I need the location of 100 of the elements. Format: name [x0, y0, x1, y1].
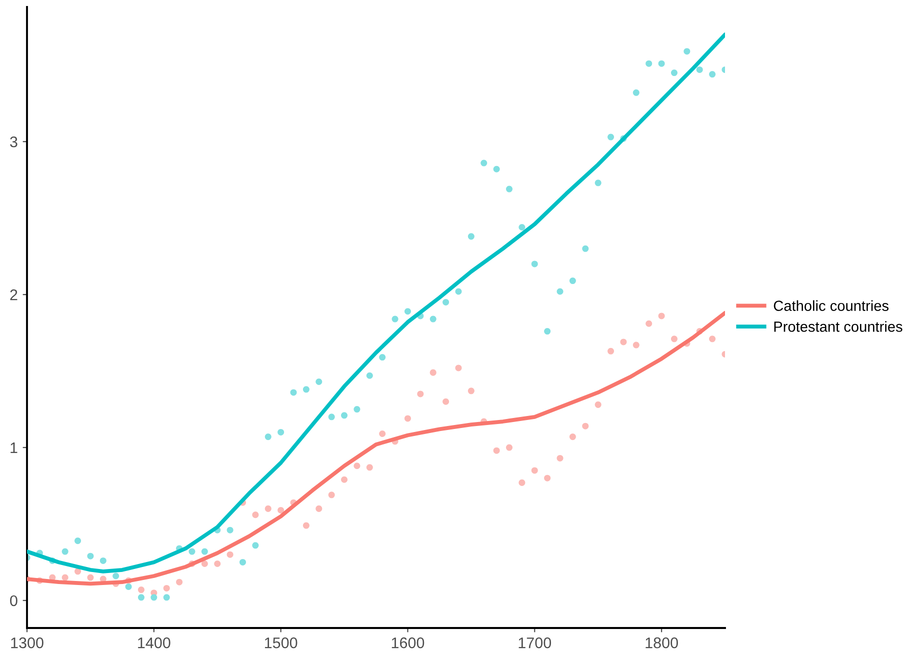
point	[417, 390, 424, 398]
point	[62, 574, 68, 581]
point	[569, 434, 576, 440]
point	[163, 594, 170, 601]
point	[366, 464, 373, 471]
line-series	[27, 310, 725, 586]
point	[74, 568, 82, 575]
point	[163, 584, 170, 592]
point	[264, 505, 272, 512]
point	[328, 414, 335, 420]
point	[138, 594, 144, 601]
point	[442, 298, 450, 306]
point	[468, 388, 474, 394]
point	[620, 338, 627, 346]
x-tick-label: 1400	[138, 637, 170, 648]
point	[341, 412, 348, 419]
point	[518, 224, 526, 231]
x-tick-label: 1500	[264, 637, 298, 648]
line-series	[27, 32, 725, 574]
point	[100, 557, 106, 564]
point	[582, 422, 589, 430]
legend-label: Protestant countries	[774, 321, 902, 332]
point	[506, 444, 513, 451]
point	[442, 398, 450, 405]
point	[74, 538, 82, 544]
point	[316, 378, 322, 385]
point	[404, 308, 411, 315]
y-tick-label: 2	[10, 289, 18, 300]
point	[150, 594, 158, 601]
point	[201, 560, 208, 568]
point	[646, 320, 652, 327]
point	[455, 288, 462, 295]
point	[531, 260, 538, 268]
point	[201, 548, 208, 555]
point	[354, 462, 360, 470]
point	[670, 336, 678, 342]
point	[87, 574, 94, 581]
point	[430, 316, 436, 322]
point	[594, 401, 602, 408]
point	[608, 134, 614, 140]
x-tick-label: 1800	[646, 637, 678, 648]
point	[493, 166, 500, 172]
point	[594, 180, 602, 186]
point	[252, 512, 259, 518]
point	[252, 542, 259, 549]
point	[455, 364, 462, 372]
point	[646, 60, 652, 67]
point	[556, 288, 564, 295]
point	[506, 186, 513, 192]
point	[709, 71, 716, 78]
point	[480, 160, 488, 166]
point	[493, 447, 500, 454]
point	[556, 454, 564, 462]
point	[341, 476, 348, 483]
point	[112, 572, 120, 580]
point	[278, 506, 284, 514]
x-tick-label: 1300	[11, 637, 44, 648]
point	[290, 389, 297, 396]
y-tick-label: 0	[10, 595, 18, 606]
point	[696, 66, 703, 73]
y-tick-label: 1	[10, 442, 18, 454]
point	[176, 578, 183, 586]
point	[468, 233, 474, 240]
point	[569, 278, 576, 284]
point	[531, 467, 538, 474]
point	[302, 386, 310, 393]
y-tick-label: 3	[10, 136, 18, 148]
point	[125, 583, 132, 590]
point	[328, 492, 335, 498]
point	[379, 430, 386, 438]
point	[302, 522, 310, 529]
point	[632, 342, 640, 348]
point	[392, 316, 398, 322]
point	[87, 552, 94, 560]
legend-label: Catholic countries	[774, 300, 889, 311]
point	[214, 560, 221, 568]
point	[404, 415, 411, 422]
point	[226, 526, 234, 534]
point	[430, 369, 436, 376]
point	[709, 336, 716, 342]
point	[658, 60, 665, 67]
point	[518, 479, 526, 486]
x-tick-label: 1600	[392, 637, 424, 648]
point	[608, 348, 614, 354]
point	[264, 434, 272, 440]
point	[188, 548, 196, 555]
point	[544, 474, 551, 482]
point	[632, 89, 640, 96]
point	[138, 586, 144, 594]
point	[379, 354, 386, 361]
point	[316, 505, 322, 512]
point	[684, 48, 690, 55]
point	[582, 245, 589, 252]
x-tick-label: 1700	[518, 637, 552, 648]
point	[354, 406, 360, 413]
point	[226, 551, 234, 558]
point	[670, 70, 678, 76]
point	[239, 558, 246, 566]
point	[658, 312, 665, 320]
point	[544, 328, 551, 335]
